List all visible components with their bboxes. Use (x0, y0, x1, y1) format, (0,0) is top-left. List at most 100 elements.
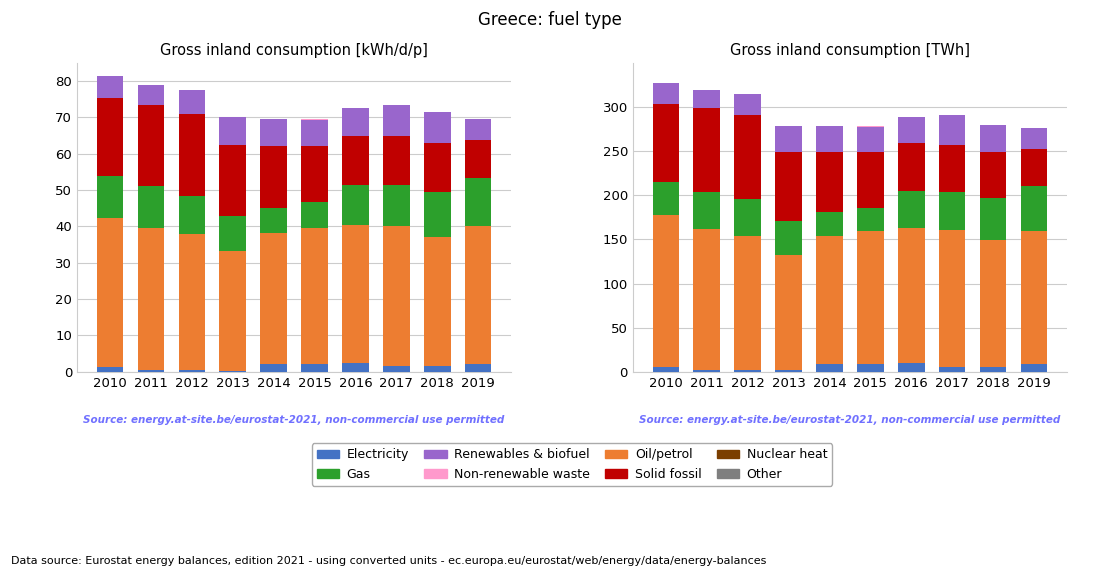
Bar (857, 364, 883, 372)
Bar (220, 216, 246, 251)
Bar (301, 119, 328, 120)
Bar (816, 212, 843, 236)
Bar (261, 233, 287, 364)
Bar (220, 117, 246, 145)
Bar (424, 192, 451, 237)
Bar (342, 363, 369, 372)
Bar (301, 228, 328, 364)
Bar (735, 94, 761, 115)
Bar (980, 367, 1006, 372)
Bar (138, 370, 164, 372)
Bar (980, 240, 1006, 367)
Bar (652, 104, 679, 182)
Bar (138, 85, 164, 105)
Bar (776, 255, 802, 371)
Bar (383, 366, 409, 372)
Bar (939, 115, 966, 145)
Bar (465, 226, 492, 364)
Bar (301, 146, 328, 202)
Bar (342, 185, 369, 225)
Bar (1021, 231, 1047, 364)
Bar (857, 232, 883, 364)
Bar (97, 218, 123, 367)
Bar (138, 186, 164, 228)
Title: Gross inland consumption [TWh]: Gross inland consumption [TWh] (730, 42, 970, 58)
Bar (178, 90, 205, 114)
Bar (652, 182, 679, 215)
Bar (857, 128, 883, 152)
Bar (939, 145, 966, 192)
Bar (465, 364, 492, 372)
Bar (735, 370, 761, 372)
Bar (178, 234, 205, 370)
Bar (776, 126, 802, 153)
Bar (97, 77, 123, 98)
Bar (261, 118, 287, 146)
Bar (1021, 186, 1047, 231)
Bar (465, 118, 492, 140)
Bar (816, 126, 843, 152)
Bar (980, 125, 1006, 152)
Bar (465, 178, 492, 226)
Bar (342, 108, 369, 136)
Bar (693, 370, 720, 372)
Bar (220, 371, 246, 372)
Text: Data source: Eurostat energy balances, edition 2021 - using converted units - ec: Data source: Eurostat energy balances, e… (11, 557, 767, 566)
Bar (776, 153, 802, 221)
Bar (383, 227, 409, 366)
Bar (857, 126, 883, 128)
Bar (424, 237, 451, 366)
Bar (261, 364, 287, 372)
Bar (138, 105, 164, 186)
Bar (693, 229, 720, 370)
Bar (301, 202, 328, 228)
Bar (220, 251, 246, 371)
Bar (735, 115, 761, 199)
Bar (97, 176, 123, 218)
Bar (1021, 149, 1047, 186)
Bar (857, 152, 883, 208)
Bar (97, 98, 123, 176)
Bar (980, 198, 1006, 240)
Bar (178, 196, 205, 234)
Bar (735, 199, 761, 236)
Bar (776, 371, 802, 372)
Text: Source: energy.at-site.be/eurostat-2021, non-commercial use permitted: Source: energy.at-site.be/eurostat-2021,… (84, 415, 505, 425)
Bar (939, 367, 966, 372)
Bar (383, 185, 409, 227)
Bar (97, 367, 123, 372)
Text: Source: energy.at-site.be/eurostat-2021, non-commercial use permitted: Source: energy.at-site.be/eurostat-2021,… (639, 415, 1060, 425)
Bar (424, 366, 451, 372)
Text: Greece: fuel type: Greece: fuel type (478, 11, 622, 29)
Bar (424, 143, 451, 192)
Bar (693, 90, 720, 108)
Bar (898, 228, 924, 363)
Bar (939, 192, 966, 230)
Bar (342, 225, 369, 363)
Bar (816, 152, 843, 212)
Bar (776, 221, 802, 255)
Bar (693, 192, 720, 229)
Bar (465, 140, 492, 178)
Bar (383, 105, 409, 136)
Bar (1021, 128, 1047, 149)
Bar (1021, 364, 1047, 372)
Bar (939, 230, 966, 367)
Bar (898, 191, 924, 228)
Bar (857, 208, 883, 232)
Bar (980, 152, 1006, 198)
Legend: Electricity, Gas, Renewables & biofuel, Non-renewable waste, Oil/petrol, Solid f: Electricity, Gas, Renewables & biofuel, … (311, 443, 833, 486)
Bar (342, 136, 369, 185)
Bar (898, 117, 924, 143)
Bar (735, 236, 761, 370)
Bar (898, 143, 924, 191)
Bar (652, 83, 679, 104)
Bar (301, 364, 328, 372)
Bar (383, 136, 409, 185)
Bar (178, 370, 205, 372)
Bar (178, 114, 205, 196)
Bar (261, 146, 287, 208)
Bar (261, 208, 287, 233)
Bar (652, 367, 679, 372)
Bar (652, 215, 679, 367)
